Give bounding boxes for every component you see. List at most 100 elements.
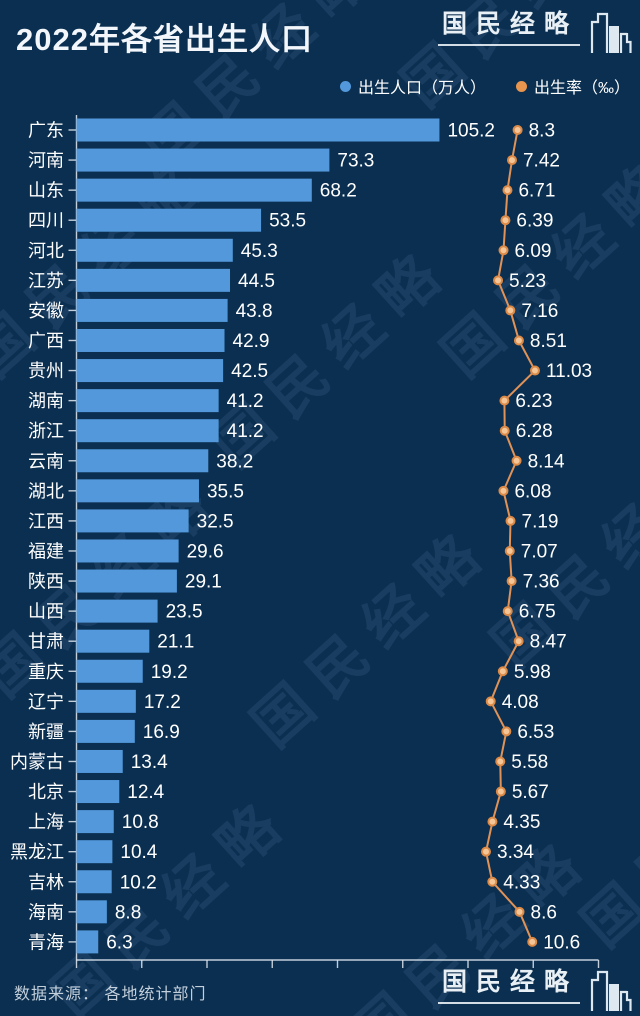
birth-rate-value-label: 5.67 <box>512 782 549 803</box>
province-label: 湖北 <box>28 481 64 501</box>
data-source: 数据来源： 各地统计部门 <box>14 980 206 1004</box>
birth-rate-value-label: 8.14 <box>528 451 565 472</box>
birth-rate-marker <box>506 576 517 587</box>
birth-rate-value-label: 8.3 <box>529 121 555 142</box>
birth-rate-value-label: 8.47 <box>530 632 567 653</box>
birth-rate-line <box>485 129 536 943</box>
birth-rate-marker <box>481 846 491 857</box>
brand-name: 国民经略 <box>437 10 580 46</box>
population-bar <box>76 389 219 413</box>
population-bar <box>76 148 330 172</box>
birth-rate-marker <box>495 786 506 797</box>
birth-rate-value-label: 7.42 <box>523 151 560 172</box>
birth-rate-value-label: 5.23 <box>509 271 546 292</box>
legend-item-population: 出生人口（万人） <box>339 74 486 98</box>
population-value-label: 38.2 <box>216 451 253 472</box>
province-label: 广西 <box>28 331 64 351</box>
population-bar <box>76 509 189 533</box>
birth-rate-value-label: 6.71 <box>518 181 555 202</box>
province-label: 海南 <box>28 902 64 922</box>
birth-rate-marker <box>501 726 512 737</box>
population-value-label: 68.2 <box>320 181 357 202</box>
birth-rate-marker <box>505 515 516 526</box>
population-bar <box>76 539 179 563</box>
birth-rate-value-label: 8.51 <box>530 331 567 352</box>
birth-rate-marker <box>502 185 513 196</box>
birth-rate-marker <box>502 606 513 617</box>
birth-rate-value-label: 6.53 <box>517 722 554 743</box>
population-value-label: 43.8 <box>236 301 273 322</box>
birth-rate-value-label: 11.03 <box>546 361 592 382</box>
population-bar <box>76 419 219 443</box>
population-value-label: 41.2 <box>227 391 264 412</box>
birth-rate-marker <box>499 425 510 436</box>
birth-rate-value-label: 7.16 <box>521 301 558 322</box>
province-label: 青海 <box>28 932 64 952</box>
population-value-label: 19.2 <box>151 662 188 683</box>
birth-rate-value-label: 5.98 <box>514 662 551 683</box>
birth-rate-marker <box>529 365 540 376</box>
population-value-label: 32.5 <box>197 511 234 532</box>
buildings-icon <box>590 970 632 1011</box>
population-bar <box>76 780 120 804</box>
population-value-label: 21.1 <box>157 632 194 653</box>
province-label: 辽宁 <box>28 692 64 712</box>
brand-logo-bottom: 国民经略 <box>437 968 632 1012</box>
birth-rate-marker <box>487 816 498 827</box>
birth-rate-marker <box>500 215 511 226</box>
province-label: 陕西 <box>28 572 64 592</box>
birth-rate-value-label: 6.08 <box>514 481 551 502</box>
province-label: 北京 <box>28 782 64 802</box>
population-value-label: 105.2 <box>447 121 495 142</box>
province-label: 贵州 <box>28 361 64 381</box>
population-value-label: 12.4 <box>127 782 164 803</box>
province-label: 山西 <box>28 602 64 622</box>
province-label: 河南 <box>28 151 64 171</box>
population-bar <box>76 359 224 383</box>
province-label: 湖南 <box>28 391 64 411</box>
population-value-label: 73.3 <box>337 151 374 172</box>
population-bar <box>76 178 312 202</box>
birth-rate-marker <box>506 155 517 166</box>
birth-rate-value-label: 5.58 <box>511 752 548 773</box>
population-bar <box>76 629 150 653</box>
province-label: 新疆 <box>28 722 64 742</box>
population-value-label: 17.2 <box>144 692 181 713</box>
population-bar <box>76 599 158 623</box>
legend-item-rate: 出生率（‰） <box>515 74 630 98</box>
birth-rate-value-label: 6.75 <box>519 602 556 623</box>
population-value-label: 10.4 <box>120 842 157 863</box>
birth-rate-value-label: 3.34 <box>497 842 534 863</box>
province-label: 内蒙古 <box>10 752 64 772</box>
data-source-label: 数据来源： <box>14 986 100 1003</box>
province-label: 四川 <box>28 211 64 231</box>
province-label: 云南 <box>28 451 64 471</box>
province-label: 山东 <box>28 181 64 201</box>
buildings-icon <box>590 12 632 53</box>
birth-rate-value-label: 4.08 <box>502 692 539 713</box>
population-value-label: 8.8 <box>115 902 141 923</box>
birth-rate-marker <box>514 906 525 917</box>
population-bar <box>76 900 107 924</box>
chart-legend: 出生人口（万人） 出生率（‰） <box>339 74 630 98</box>
population-bar <box>76 810 114 834</box>
province-label: 上海 <box>28 812 64 832</box>
birth-rate-value-label: 10.6 <box>543 932 580 953</box>
birth-rate-marker <box>504 545 515 556</box>
province-label: 安徽 <box>28 301 64 321</box>
population-bar <box>76 238 233 262</box>
province-label: 重庆 <box>28 662 64 682</box>
birth-rate-value-label: 6.39 <box>516 211 553 232</box>
birth-rate-value-label: 8.6 <box>531 902 557 923</box>
birth-rate-value-label: 6.09 <box>515 241 552 262</box>
population-value-label: 42.9 <box>233 331 270 352</box>
birth-rate-value-label: 7.36 <box>523 572 560 593</box>
population-bar <box>76 870 112 894</box>
birth-rate-value-label: 6.23 <box>515 391 552 412</box>
population-bar <box>76 930 99 954</box>
birth-rate-value-label: 6.28 <box>516 421 553 442</box>
birth-rate-marker <box>513 636 524 647</box>
birth-rate-marker <box>505 305 516 316</box>
